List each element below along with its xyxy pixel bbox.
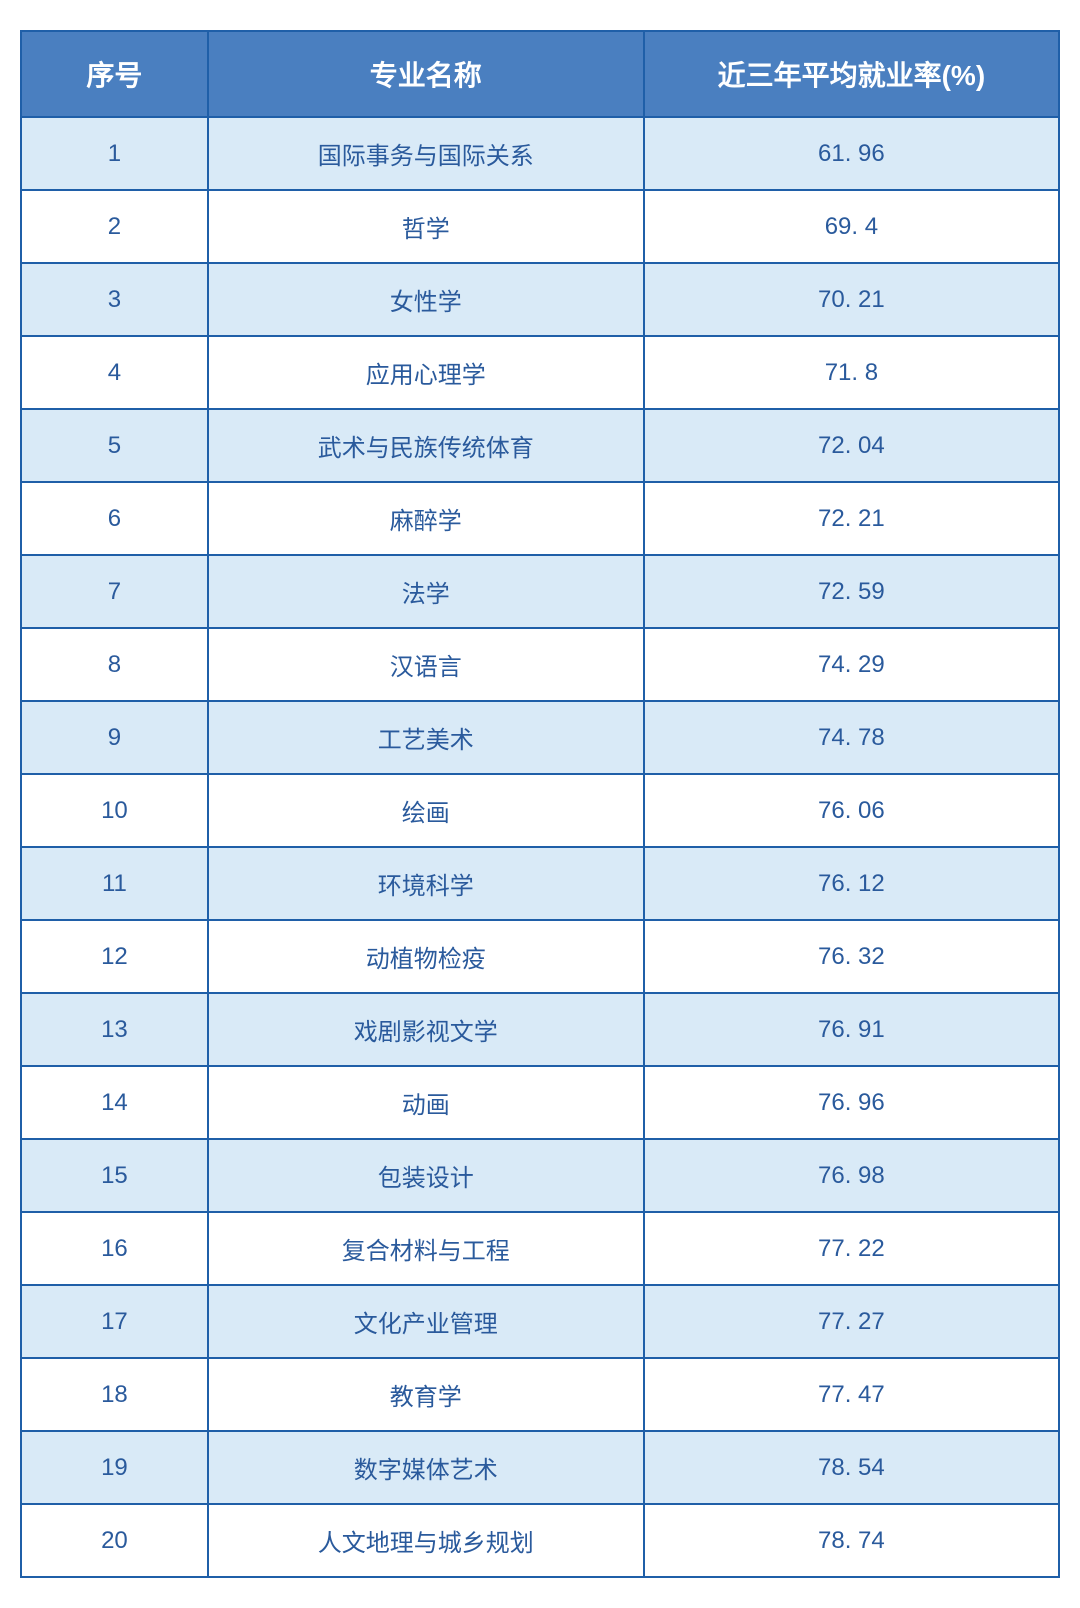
table-row: 16复合材料与工程77. 22: [21, 1212, 1059, 1285]
cell-rate: 78. 54: [644, 1431, 1059, 1504]
cell-name: 戏剧影视文学: [208, 993, 644, 1066]
header-rate: 近三年平均就业率(%): [644, 31, 1059, 117]
table-row: 11环境科学76. 12: [21, 847, 1059, 920]
cell-name: 法学: [208, 555, 644, 628]
table-row: 17文化产业管理77. 27: [21, 1285, 1059, 1358]
cell-rate: 74. 78: [644, 701, 1059, 774]
cell-seq: 16: [21, 1212, 208, 1285]
table-row: 15包装设计76. 98: [21, 1139, 1059, 1212]
table-row: 12动植物检疫76. 32: [21, 920, 1059, 993]
cell-rate: 76. 06: [644, 774, 1059, 847]
table-row: 20人文地理与城乡规划78. 74: [21, 1504, 1059, 1577]
cell-name: 文化产业管理: [208, 1285, 644, 1358]
table-row: 3女性学70. 21: [21, 263, 1059, 336]
cell-name: 数字媒体艺术: [208, 1431, 644, 1504]
cell-rate: 76. 91: [644, 993, 1059, 1066]
cell-name: 包装设计: [208, 1139, 644, 1212]
cell-name: 武术与民族传统体育: [208, 409, 644, 482]
cell-rate: 74. 29: [644, 628, 1059, 701]
cell-rate: 72. 04: [644, 409, 1059, 482]
cell-seq: 13: [21, 993, 208, 1066]
cell-rate: 69. 4: [644, 190, 1059, 263]
cell-seq: 20: [21, 1504, 208, 1577]
cell-rate: 70. 21: [644, 263, 1059, 336]
cell-seq: 12: [21, 920, 208, 993]
cell-seq: 17: [21, 1285, 208, 1358]
cell-rate: 77. 27: [644, 1285, 1059, 1358]
cell-seq: 10: [21, 774, 208, 847]
cell-rate: 76. 96: [644, 1066, 1059, 1139]
cell-rate: 61. 96: [644, 117, 1059, 190]
cell-seq: 19: [21, 1431, 208, 1504]
cell-rate: 71. 8: [644, 336, 1059, 409]
cell-rate: 76. 98: [644, 1139, 1059, 1212]
cell-seq: 8: [21, 628, 208, 701]
cell-seq: 11: [21, 847, 208, 920]
table-row: 2哲学69. 4: [21, 190, 1059, 263]
cell-seq: 6: [21, 482, 208, 555]
cell-name: 复合材料与工程: [208, 1212, 644, 1285]
header-row: 序号 专业名称 近三年平均就业率(%): [21, 31, 1059, 117]
cell-name: 工艺美术: [208, 701, 644, 774]
cell-rate: 77. 47: [644, 1358, 1059, 1431]
table-row: 18教育学77. 47: [21, 1358, 1059, 1431]
table-row: 13戏剧影视文学76. 91: [21, 993, 1059, 1066]
table-row: 5武术与民族传统体育72. 04: [21, 409, 1059, 482]
cell-rate: 72. 59: [644, 555, 1059, 628]
cell-rate: 76. 32: [644, 920, 1059, 993]
table-row: 4应用心理学71. 8: [21, 336, 1059, 409]
table-row: 6麻醉学72. 21: [21, 482, 1059, 555]
table-row: 10绘画76. 06: [21, 774, 1059, 847]
cell-name: 动植物检疫: [208, 920, 644, 993]
cell-rate: 72. 21: [644, 482, 1059, 555]
cell-seq: 9: [21, 701, 208, 774]
cell-name: 应用心理学: [208, 336, 644, 409]
cell-rate: 76. 12: [644, 847, 1059, 920]
cell-name: 环境科学: [208, 847, 644, 920]
table-row: 7法学72. 59: [21, 555, 1059, 628]
cell-rate: 77. 22: [644, 1212, 1059, 1285]
cell-name: 哲学: [208, 190, 644, 263]
cell-name: 国际事务与国际关系: [208, 117, 644, 190]
table-row: 8汉语言74. 29: [21, 628, 1059, 701]
cell-seq: 14: [21, 1066, 208, 1139]
employment-rate-table: 序号 专业名称 近三年平均就业率(%) 1国际事务与国际关系61. 962哲学6…: [20, 30, 1060, 1578]
cell-seq: 5: [21, 409, 208, 482]
cell-name: 动画: [208, 1066, 644, 1139]
cell-name: 女性学: [208, 263, 644, 336]
cell-name: 人文地理与城乡规划: [208, 1504, 644, 1577]
cell-seq: 4: [21, 336, 208, 409]
cell-seq: 7: [21, 555, 208, 628]
cell-name: 绘画: [208, 774, 644, 847]
table-row: 14动画76. 96: [21, 1066, 1059, 1139]
cell-name: 教育学: [208, 1358, 644, 1431]
table-row: 19数字媒体艺术78. 54: [21, 1431, 1059, 1504]
cell-name: 汉语言: [208, 628, 644, 701]
header-name: 专业名称: [208, 31, 644, 117]
table-body: 1国际事务与国际关系61. 962哲学69. 43女性学70. 214应用心理学…: [21, 117, 1059, 1577]
cell-seq: 2: [21, 190, 208, 263]
table-row: 9工艺美术74. 78: [21, 701, 1059, 774]
cell-seq: 1: [21, 117, 208, 190]
table-header: 序号 专业名称 近三年平均就业率(%): [21, 31, 1059, 117]
cell-name: 麻醉学: [208, 482, 644, 555]
cell-seq: 15: [21, 1139, 208, 1212]
cell-seq: 18: [21, 1358, 208, 1431]
cell-rate: 78. 74: [644, 1504, 1059, 1577]
table-row: 1国际事务与国际关系61. 96: [21, 117, 1059, 190]
cell-seq: 3: [21, 263, 208, 336]
header-seq: 序号: [21, 31, 208, 117]
